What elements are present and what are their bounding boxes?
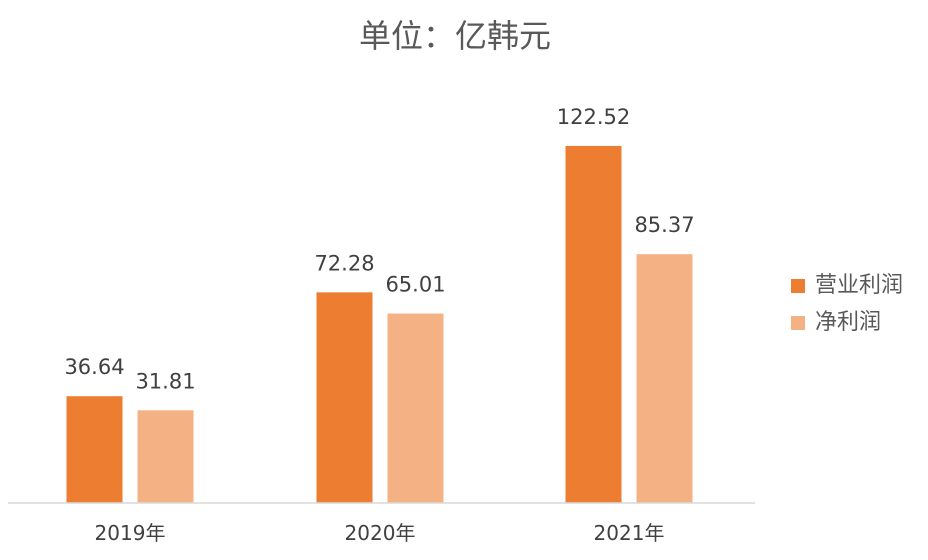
bar-operating-profit-1 xyxy=(316,292,373,503)
legend-swatch-0 xyxy=(791,279,805,293)
bar-operating-profit-0 xyxy=(66,396,123,503)
data-label-0-1: 72.28 xyxy=(314,251,374,275)
x-tick-label-1: 2020年 xyxy=(345,521,416,545)
legend-label-0: 营业利润 xyxy=(815,273,903,298)
legend-label-1: 净利润 xyxy=(815,310,881,335)
x-tick-label-2: 2021年 xyxy=(594,521,665,545)
data-label-0-0: 36.64 xyxy=(64,355,124,379)
data-label-1-1: 65.01 xyxy=(385,273,445,297)
legend-swatch-1 xyxy=(791,316,805,330)
bar-operating-profit-2 xyxy=(565,145,622,503)
x-tick-label-0: 2019年 xyxy=(95,521,166,545)
bar-net-profit-2 xyxy=(636,254,693,503)
data-labels-group: 36.64 31.81 72.28 65.01 122.52 85.37 xyxy=(64,105,694,393)
data-label-1-2: 85.37 xyxy=(634,213,694,237)
data-label-0-2: 122.52 xyxy=(557,105,630,129)
bars-group xyxy=(66,145,693,503)
chart-title: 单位：亿韩元 xyxy=(359,17,551,55)
x-tick-labels-group: 2019年 2020年 2021年 xyxy=(95,521,665,545)
data-label-1-0: 31.81 xyxy=(135,369,195,393)
bar-net-profit-0 xyxy=(137,410,194,503)
bar-net-profit-1 xyxy=(387,313,444,503)
